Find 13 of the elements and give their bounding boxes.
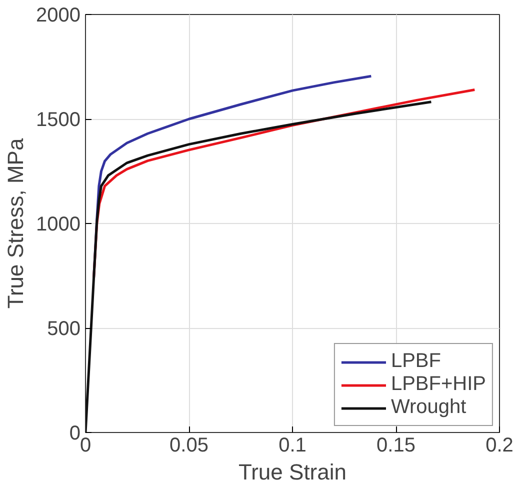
y-tick-label: 2000 bbox=[36, 4, 81, 26]
legend-label: LPBF bbox=[390, 350, 441, 373]
x-axis-title: True Strain bbox=[238, 460, 347, 484]
x-tick-label: 0.05 bbox=[170, 434, 208, 456]
x-tick-label: 0.15 bbox=[376, 434, 416, 456]
y-axis-title: True Stress, MPa bbox=[3, 138, 28, 309]
y-tick-label: 500 bbox=[47, 318, 81, 340]
legend-label: LPBF+HIP bbox=[390, 373, 486, 396]
y-tick-label: 1500 bbox=[36, 109, 81, 131]
x-tick-label: 0.1 bbox=[278, 434, 306, 456]
legend-label: Wrought bbox=[390, 396, 466, 419]
x-tick-label: 0.2 bbox=[486, 434, 514, 456]
y-tick-label: 1000 bbox=[36, 214, 81, 236]
